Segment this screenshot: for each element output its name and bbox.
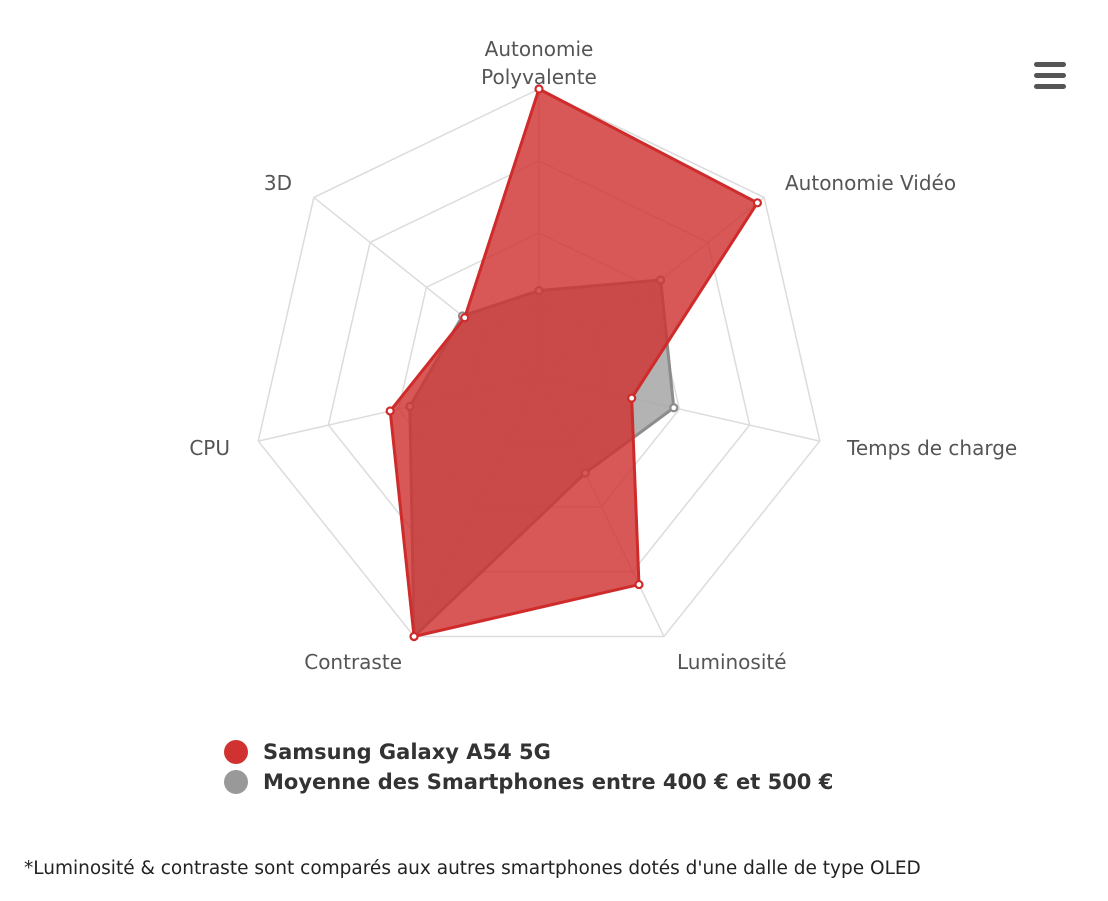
chart-menu-button[interactable] — [1030, 58, 1070, 94]
axis-label-6: 3D — [264, 171, 292, 195]
data-point-1 — [460, 313, 470, 323]
legend-item-average[interactable]: Moyenne des Smartphones entre 400 € et 5… — [224, 767, 833, 797]
hamburger-menu-icon — [1034, 62, 1066, 67]
legend-marker-samsung — [224, 740, 248, 764]
data-point-0 — [669, 403, 679, 413]
grid-ring — [257, 88, 821, 638]
axis-label-line: Autonomie — [485, 37, 594, 61]
axis-label-5: CPU — [189, 436, 230, 460]
legend-item-samsung[interactable]: Samsung Galaxy A54 5G — [224, 737, 833, 767]
data-point-1 — [409, 631, 419, 642]
radar-axis-labels: Autonomie Polyvalente Autonomie Vidéo Temps… — [189, 37, 1017, 674]
radar-series — [385, 84, 763, 642]
data-point-1 — [627, 393, 637, 403]
axis-label-line: Polyvalente — [481, 65, 597, 89]
data-point-1 — [752, 198, 763, 208]
axis-label-line: CPU — [189, 436, 230, 460]
legend-label-average: Moyenne des Smartphones entre 400 € et 5… — [263, 770, 834, 794]
series-area-1 — [388, 87, 759, 638]
data-point-1 — [634, 579, 644, 590]
axis-label-4: Contraste — [304, 650, 402, 674]
axis-label-line: Autonomie Vidéo — [785, 171, 956, 195]
axis-label-line: Luminosité — [677, 650, 787, 674]
axis-label-1: Autonomie Vidéo — [785, 171, 956, 195]
axis-label-line: Temps de charge — [846, 436, 1017, 460]
axis-label-2: Temps de charge — [846, 436, 1017, 460]
axis-label-3: Luminosité — [677, 650, 787, 674]
hamburger-menu-icon — [1034, 84, 1066, 89]
legend-label-samsung: Samsung Galaxy A54 5G — [263, 740, 551, 764]
radar-chart: Autonomie Polyvalente Autonomie Vidéo Temps… — [189, 37, 1017, 674]
hamburger-menu-icon — [1034, 73, 1066, 78]
chart-legend: Samsung Galaxy A54 5G Moyenne des Smartp… — [224, 737, 833, 797]
axis-label-line: 3D — [264, 171, 292, 195]
axis-label-line: Contraste — [304, 650, 402, 674]
legend-marker-average — [224, 770, 248, 794]
axis-label-0: Autonomie Polyvalente — [481, 37, 597, 89]
chart-footnote: *Luminosité & contraste sont comparés au… — [24, 858, 921, 879]
data-point-1 — [385, 406, 395, 416]
data-point-1 — [534, 84, 544, 94]
